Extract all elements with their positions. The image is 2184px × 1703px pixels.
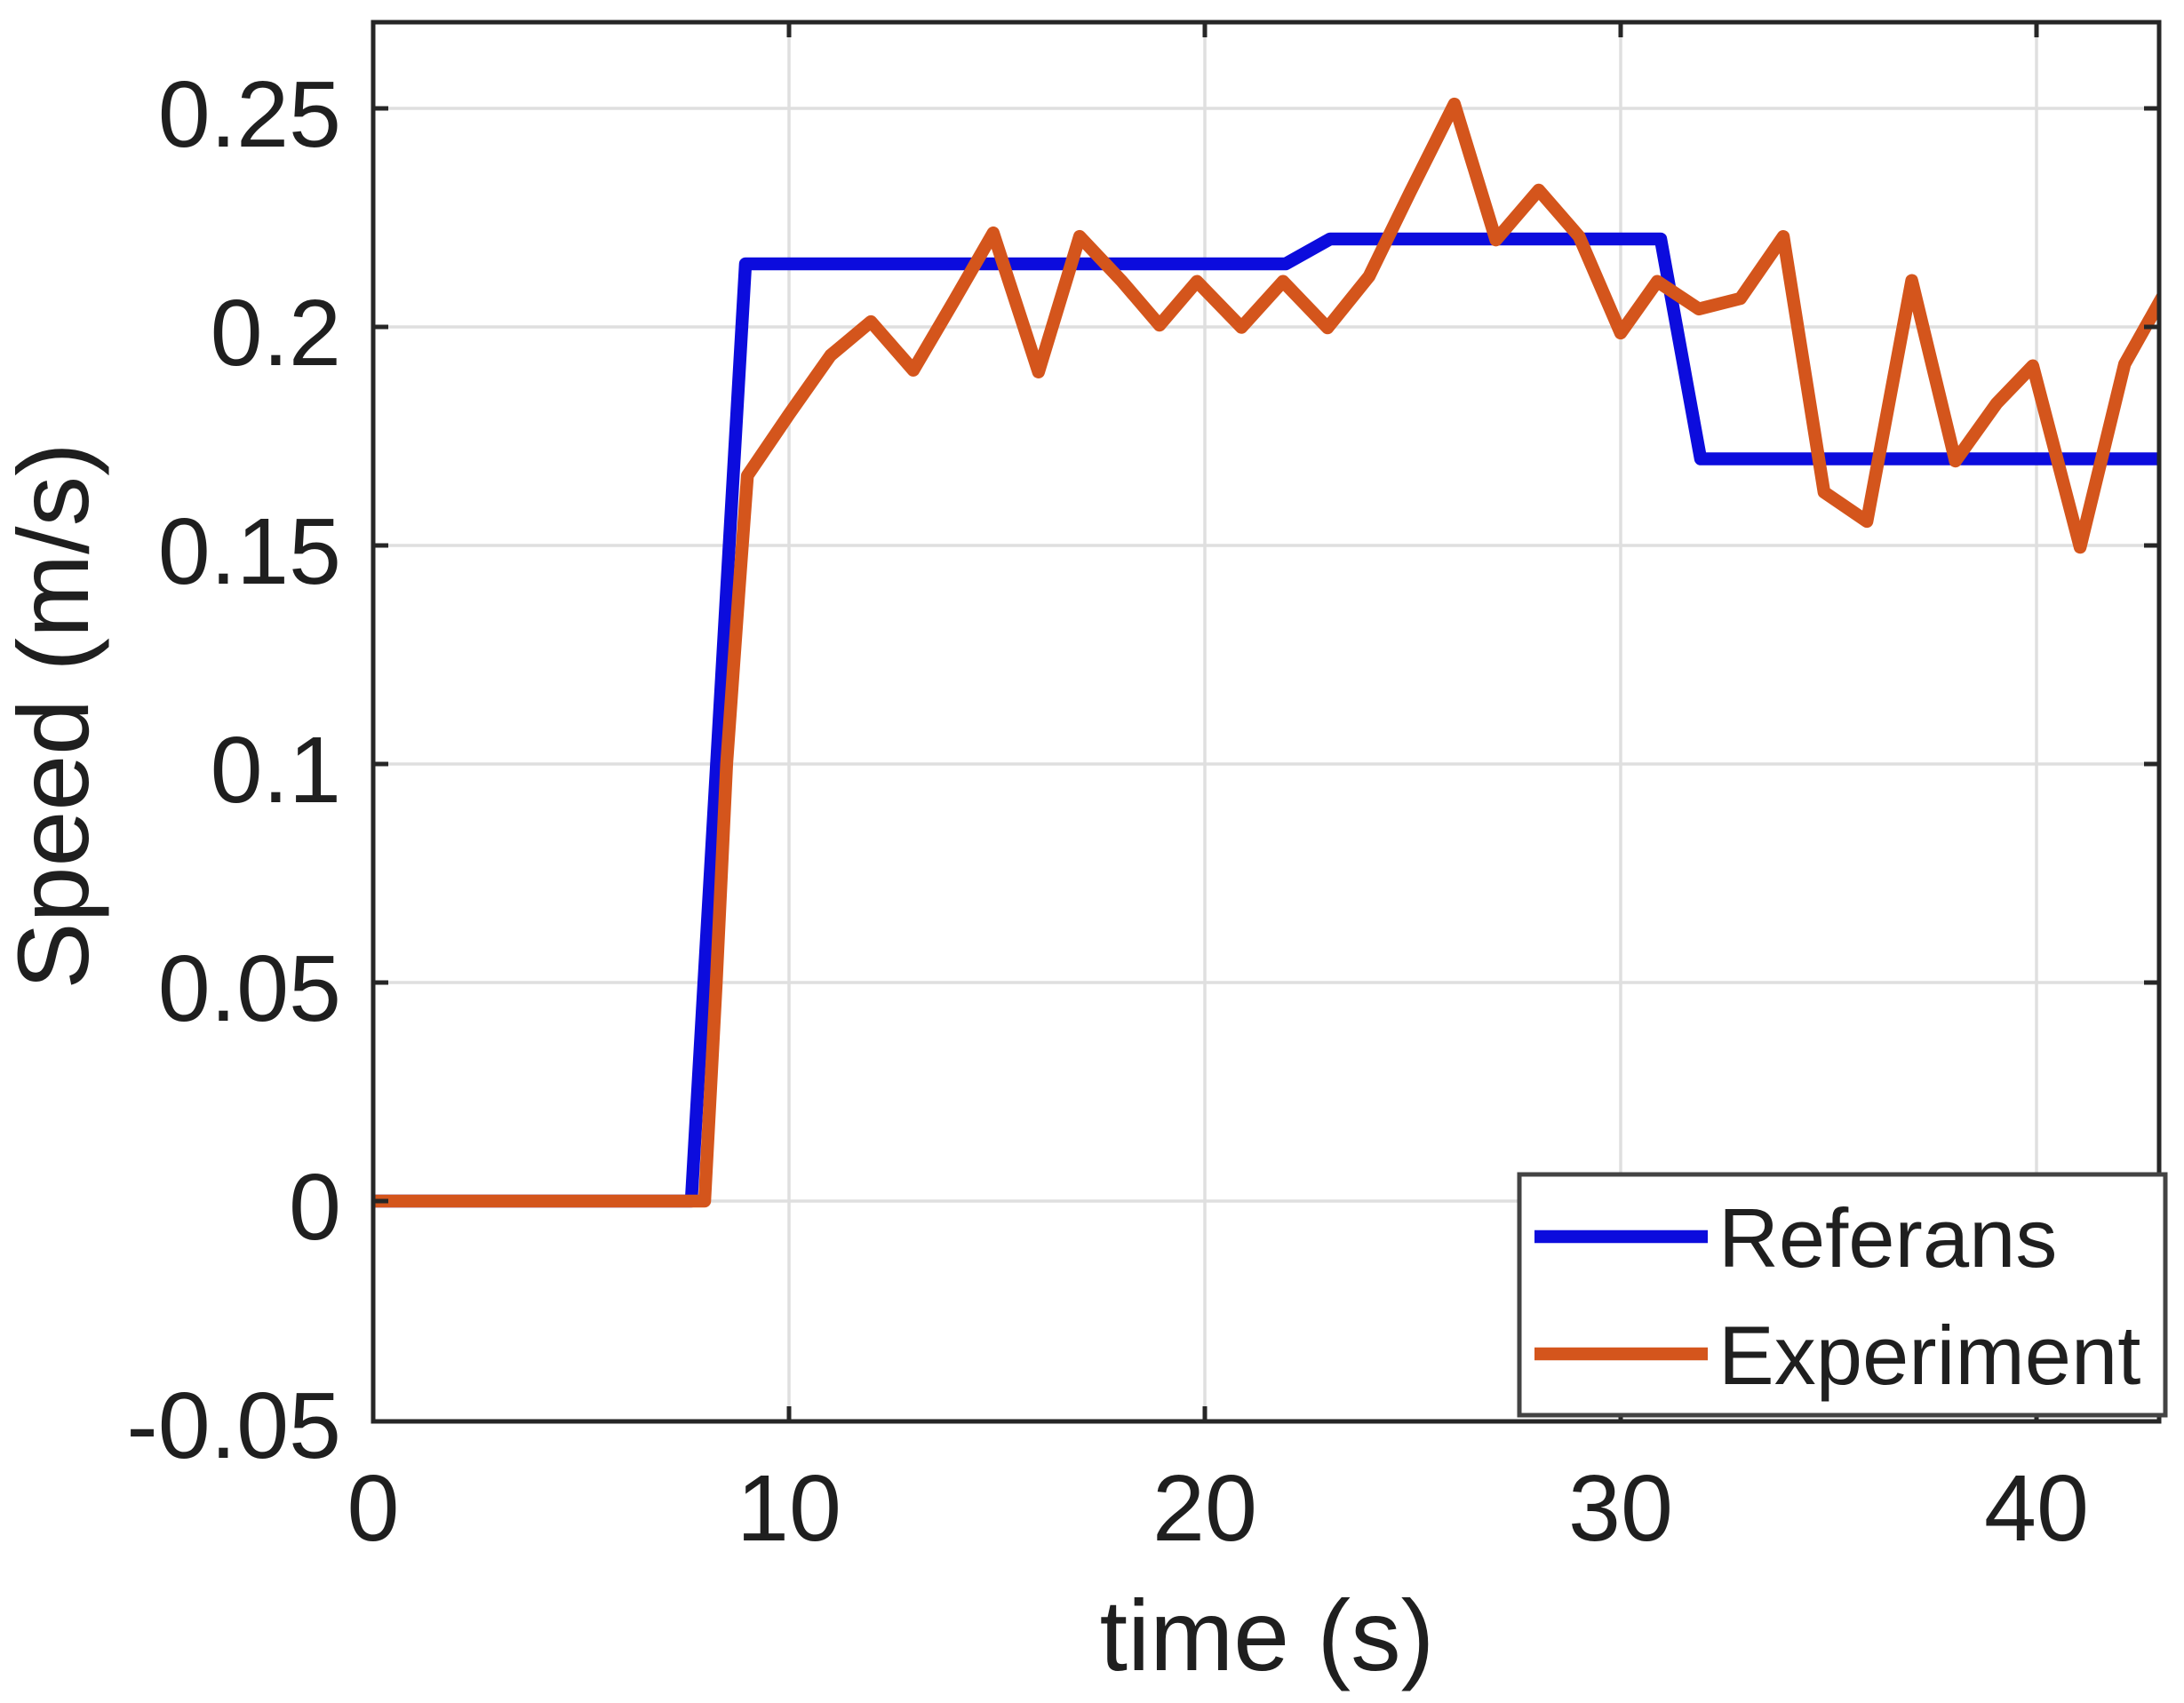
svg-text:0.2: 0.2 [211,281,341,386]
svg-text:40: 40 [1984,1456,2089,1561]
svg-text:0: 0 [347,1456,400,1561]
svg-text:Speed (m/s): Speed (m/s) [0,442,109,989]
svg-text:time (s): time (s) [1100,1580,1435,1691]
svg-text:Experiment: Experiment [1718,1309,2140,1402]
svg-text:-0.05: -0.05 [126,1373,341,1478]
svg-text:0.1: 0.1 [211,718,341,823]
svg-text:10: 10 [737,1456,841,1561]
svg-text:20: 20 [1152,1456,1257,1561]
svg-text:30: 30 [1568,1456,1673,1561]
svg-text:Referans: Referans [1718,1191,2057,1285]
svg-text:0.25: 0.25 [158,62,341,167]
svg-text:0.05: 0.05 [158,936,341,1041]
svg-text:0.15: 0.15 [158,499,341,604]
svg-text:0: 0 [289,1155,341,1260]
